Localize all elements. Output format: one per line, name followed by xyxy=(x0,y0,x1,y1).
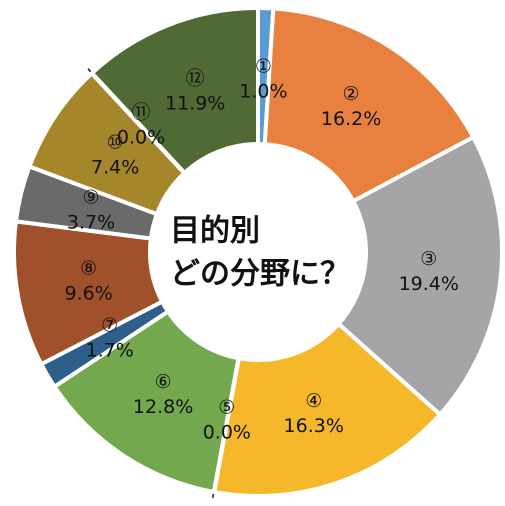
segment-label: ⑨ xyxy=(82,186,99,208)
value-label: 16.3% xyxy=(284,415,344,437)
value-label: 11.9% xyxy=(165,92,225,114)
segment-label: ⑦ xyxy=(101,315,118,337)
segment-label: ⑩ xyxy=(107,132,124,154)
value-label: 1.0% xyxy=(239,81,287,103)
value-label: 3.7% xyxy=(67,211,115,233)
value-label: 9.6% xyxy=(65,283,113,305)
segment-label: ④ xyxy=(305,390,322,412)
segment xyxy=(89,5,260,176)
value-label: 1.7% xyxy=(86,340,134,362)
segments xyxy=(12,5,504,499)
segment-label: ③ xyxy=(420,248,437,270)
segment xyxy=(335,134,504,418)
value-label: 19.4% xyxy=(399,273,459,295)
segment-label: ⑥ xyxy=(155,371,172,393)
value-label: 0.0% xyxy=(203,422,251,444)
value-label: 7.4% xyxy=(91,157,139,179)
chart-title: 目的別 xyxy=(170,214,260,249)
value-label: 16.2% xyxy=(321,108,381,130)
segment-label: ⑤ xyxy=(218,397,235,419)
value-label: 12.8% xyxy=(133,396,193,418)
value-label: 0.0% xyxy=(117,126,165,148)
segment xyxy=(211,321,443,498)
segment xyxy=(262,6,476,204)
chart-title: どの分野に？ xyxy=(170,257,350,292)
segment-label: ⑫ xyxy=(186,67,205,89)
segment-label: ② xyxy=(343,83,360,105)
segment-label: ⑧ xyxy=(80,258,97,280)
segment-label: ⑪ xyxy=(132,101,151,123)
segment-label: ① xyxy=(255,56,272,78)
